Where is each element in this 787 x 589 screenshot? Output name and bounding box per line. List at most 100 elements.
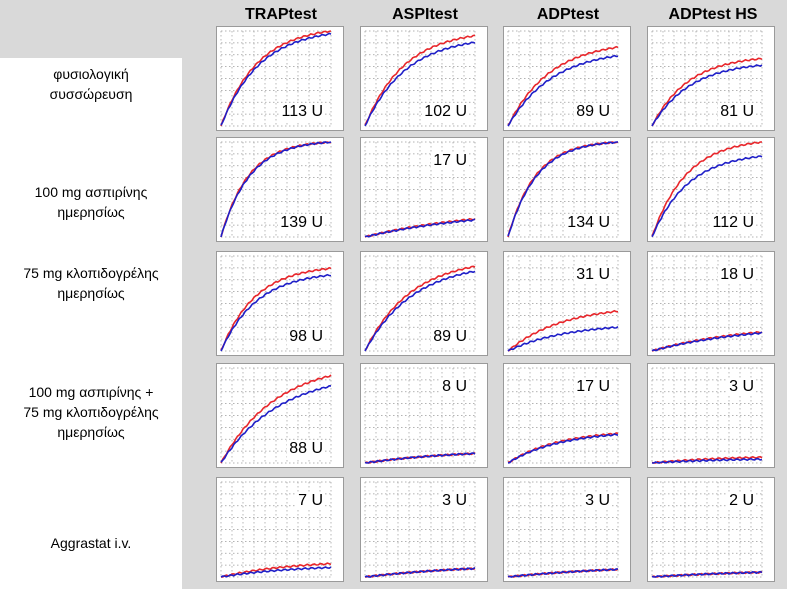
aggregation-curve-plot xyxy=(364,481,476,578)
curve-blue xyxy=(652,457,763,464)
curve-red xyxy=(221,562,332,578)
curve-red xyxy=(507,45,619,126)
aggregation-value-label: 102 U xyxy=(422,103,469,121)
aggregation-panel: 7 U xyxy=(216,477,344,582)
aggregation-value-label: 81 U xyxy=(718,103,756,121)
curve-blue xyxy=(651,155,763,238)
row-label-aggrastat: Aggrastat i.v. xyxy=(50,535,132,551)
aggregation-panel: 18 U xyxy=(647,251,775,356)
aggregation-panel: 112 U xyxy=(647,137,775,242)
aggregation-curve-plot xyxy=(651,141,763,238)
aggregation-curve-plot xyxy=(507,141,619,238)
aggregation-value-label: 89 U xyxy=(574,103,612,121)
curve-red xyxy=(220,266,332,351)
aggregation-value-label: 17 U xyxy=(431,152,469,170)
curve-blue xyxy=(220,273,332,352)
curve-red xyxy=(507,309,619,352)
curve-red xyxy=(651,57,763,127)
row-label-combination: 100 mg ασπιρίνης + 75 mg κλοπιδογρέλης η… xyxy=(23,384,159,440)
curve-blue xyxy=(507,54,619,127)
aggregation-curve-plot xyxy=(364,255,476,352)
aggregation-panel: 2 U xyxy=(647,477,775,582)
aggregation-value-label: 8 U xyxy=(440,378,469,396)
aggregation-value-label: 112 U xyxy=(710,214,756,232)
aggregation-panel: 139 U xyxy=(216,137,344,242)
aggregation-value-label: 17 U xyxy=(574,378,612,396)
aggregation-panel: 3 U xyxy=(360,477,488,582)
curve-blue xyxy=(220,141,332,238)
aggregation-value-label: 98 U xyxy=(287,328,325,346)
curve-red xyxy=(651,141,762,237)
curve-red xyxy=(220,374,332,464)
col-header-adptest-hs: ADPtest HS xyxy=(668,6,758,23)
curve-blue xyxy=(220,566,332,578)
aggregation-curve-plot xyxy=(364,141,476,238)
row-label-aspirin: 100 mg ασπιρίνης ημερησίως xyxy=(34,184,148,220)
aggregation-panel: 134 U xyxy=(503,137,631,242)
curve-red xyxy=(364,265,476,352)
aggregation-curve-plot xyxy=(220,30,332,127)
aggregation-curve-plot xyxy=(651,481,763,578)
curve-blue xyxy=(507,433,619,464)
curve-blue xyxy=(220,384,332,463)
curve-blue xyxy=(651,570,763,578)
aggregation-value-label: 7 U xyxy=(296,492,325,510)
aggregation-value-label: 89 U xyxy=(431,328,469,346)
aggregation-value-label: 2 U xyxy=(727,492,756,510)
aggregation-curve-plot xyxy=(507,255,619,352)
aggregation-curve-plot xyxy=(651,367,763,464)
aggregation-panel: 81 U xyxy=(647,26,775,131)
aggregation-curve-plot xyxy=(220,481,332,578)
aggregation-panel: 88 U xyxy=(216,363,344,468)
curve-red xyxy=(364,34,476,126)
aggregation-panel: 3 U xyxy=(647,363,775,468)
curve-red xyxy=(364,567,476,578)
aggregation-value-label: 113 U xyxy=(279,103,325,121)
curve-blue xyxy=(507,141,618,237)
curve-blue xyxy=(507,568,619,578)
aggregation-panel: 113 U xyxy=(216,26,344,131)
aggregation-value-label: 31 U xyxy=(574,266,612,284)
row-label-normal: φυσιολογική συσσώρευση xyxy=(0,64,182,104)
aggregation-panel: 17 U xyxy=(360,137,488,242)
aggregation-panel: 8 U xyxy=(360,363,488,468)
aggregation-value-label: 3 U xyxy=(583,492,612,510)
aggregation-curve-plot xyxy=(507,481,619,578)
aggregation-value-label: 139 U xyxy=(278,214,325,232)
aggregation-panel: 3 U xyxy=(503,477,631,582)
curve-blue xyxy=(364,566,476,578)
aggregation-panel: 102 U xyxy=(360,26,488,131)
aggregation-curve-plot xyxy=(507,30,619,127)
corner-cell xyxy=(0,0,182,58)
col-header-traptest: TRAPtest xyxy=(244,6,317,23)
curve-blue xyxy=(364,452,476,464)
aggregation-value-label: 88 U xyxy=(287,440,325,458)
curve-blue xyxy=(364,41,476,127)
aggregation-curve-plot xyxy=(651,255,763,352)
aggregation-curve-plot xyxy=(651,30,763,127)
curve-blue xyxy=(220,32,332,126)
aggregation-curve-plot xyxy=(507,367,619,464)
aggregation-panel: 31 U xyxy=(503,251,631,356)
aggregation-panel: 17 U xyxy=(503,363,631,468)
aggregation-panel: 98 U xyxy=(216,251,344,356)
aggregation-curve-plot xyxy=(220,141,332,238)
aggregation-value-label: 3 U xyxy=(440,492,469,510)
curve-blue xyxy=(507,326,619,352)
aggregation-value-label: 18 U xyxy=(718,266,756,284)
aggregation-curve-plot xyxy=(220,367,332,464)
aggregation-panel: 89 U xyxy=(503,26,631,131)
col-header-adptest: ADPtest xyxy=(536,6,600,23)
curve-blue xyxy=(651,331,763,352)
curve-blue xyxy=(651,64,763,127)
aggregation-curve-plot xyxy=(364,30,476,127)
aggregation-curve-plot xyxy=(220,255,332,352)
curve-blue xyxy=(364,270,476,352)
aggregation-value-label: 134 U xyxy=(565,214,612,232)
curve-blue xyxy=(364,218,476,238)
aggregation-curve-plot xyxy=(364,367,476,464)
row-label-clopidogrel: 75 mg κλοπιδογρέλης ημερησίως xyxy=(23,265,159,301)
col-header-aspitest: ASPItest xyxy=(392,6,458,23)
aggregation-panel: 89 U xyxy=(360,251,488,356)
separator-band xyxy=(182,0,198,589)
